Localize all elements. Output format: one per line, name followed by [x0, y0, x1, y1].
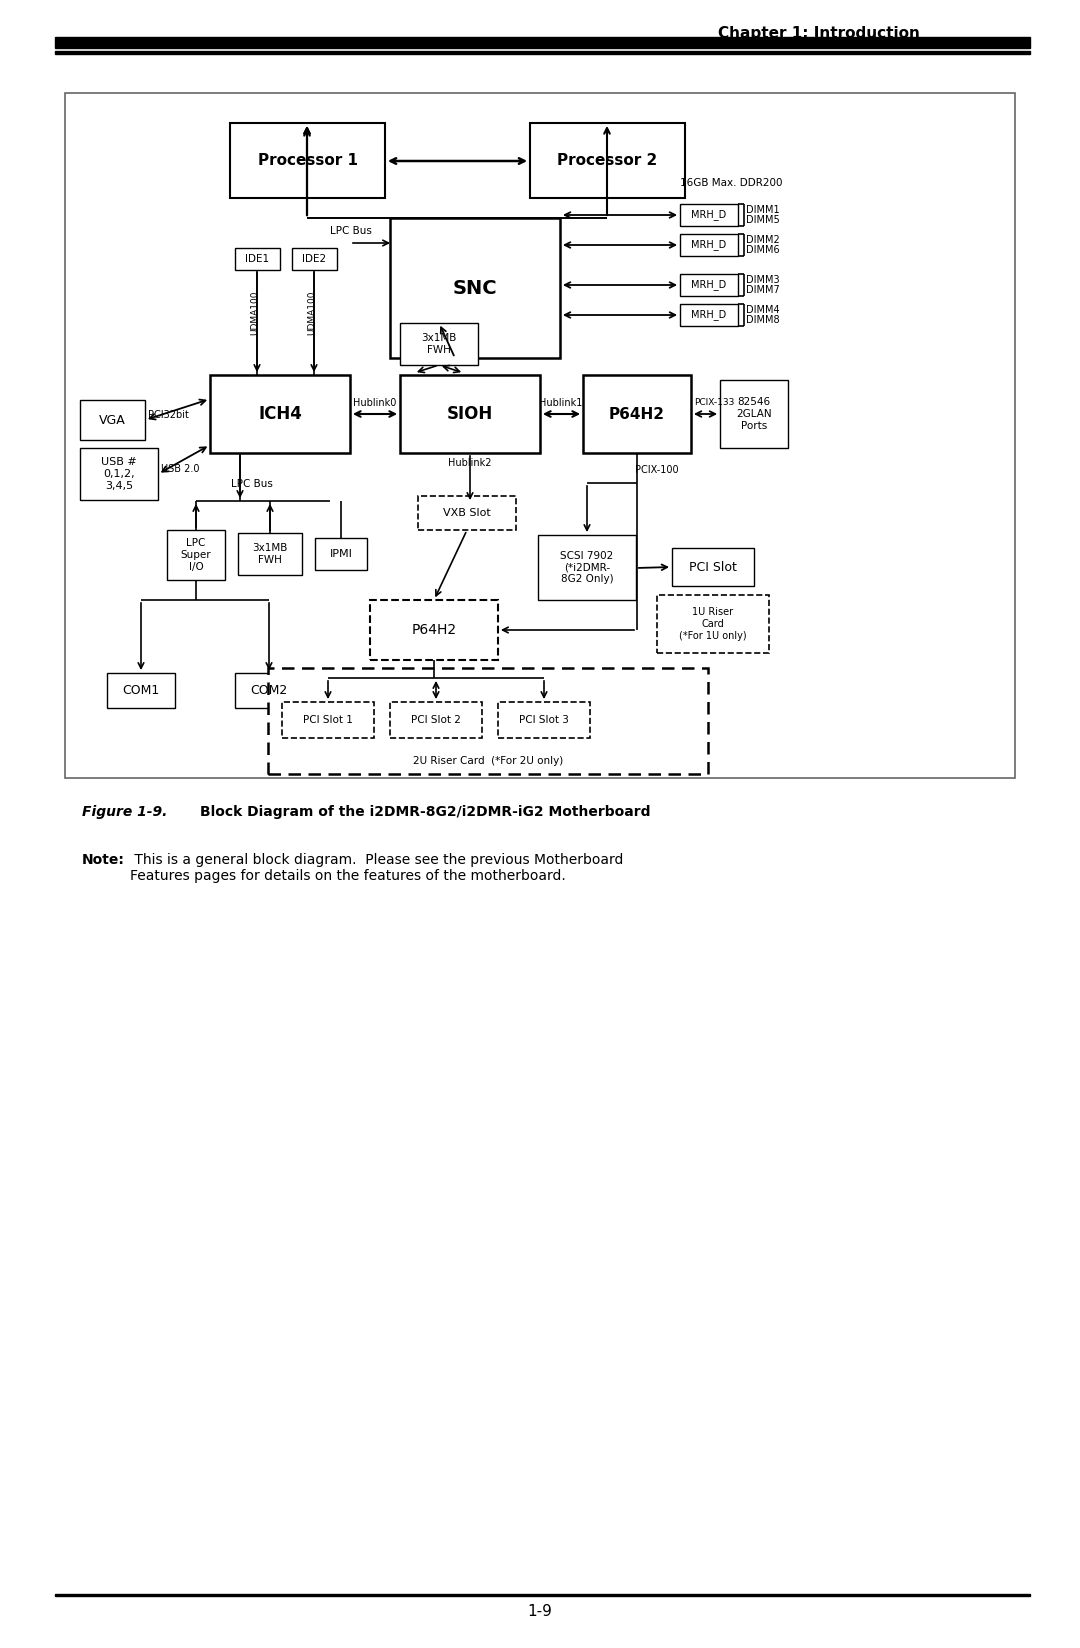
Text: PCI32bit: PCI32bit — [148, 410, 189, 420]
Text: 3x1MB
FWH: 3x1MB FWH — [253, 544, 287, 565]
Bar — [230, 124, 384, 198]
Bar — [235, 672, 303, 709]
Text: This is a general block diagram.  Please see the previous Motherboard
Features p: This is a general block diagram. Please … — [130, 854, 623, 883]
Text: IPMI: IPMI — [329, 549, 352, 559]
Bar — [235, 247, 280, 270]
Text: 3x1MB
FWH: 3x1MB FWH — [421, 333, 457, 354]
Text: DIMM7: DIMM7 — [746, 285, 780, 295]
Bar — [238, 532, 302, 575]
Bar — [680, 303, 738, 326]
Text: 16GB Max. DDR200: 16GB Max. DDR200 — [680, 178, 783, 188]
Bar — [292, 247, 337, 270]
Bar — [680, 234, 738, 255]
Text: IDE2: IDE2 — [302, 254, 326, 264]
Text: MRH_D: MRH_D — [691, 280, 727, 290]
Bar — [390, 702, 482, 738]
Bar — [672, 549, 754, 587]
Text: Hublink0: Hublink0 — [353, 399, 396, 409]
Text: PCI Slot 1: PCI Slot 1 — [303, 715, 353, 725]
Text: 1-9: 1-9 — [527, 1605, 553, 1620]
Text: DIMM8: DIMM8 — [746, 315, 780, 325]
Text: USB #
0,1,2,
3,4,5: USB # 0,1,2, 3,4,5 — [102, 458, 137, 491]
Bar — [400, 323, 478, 364]
Text: SNC: SNC — [453, 279, 497, 298]
Bar — [370, 600, 498, 659]
Bar — [55, 36, 1030, 48]
Text: PCI Slot 3: PCI Slot 3 — [519, 715, 569, 725]
Text: PCIX-100: PCIX-100 — [635, 465, 679, 475]
Bar — [657, 595, 769, 653]
Bar — [55, 1594, 1030, 1595]
Text: DIMM6: DIMM6 — [746, 246, 780, 255]
Text: ICH4: ICH4 — [258, 405, 302, 424]
Text: UDMA100: UDMA100 — [308, 290, 316, 335]
Text: SCSI 7902
(*i2DMR-
8G2 Only): SCSI 7902 (*i2DMR- 8G2 Only) — [561, 550, 613, 583]
Bar — [720, 381, 788, 448]
Text: Note:: Note: — [82, 854, 125, 867]
Bar — [680, 274, 738, 297]
Text: 2U Riser Card  (*For 2U only): 2U Riser Card (*For 2U only) — [413, 756, 563, 766]
Text: LPC Bus: LPC Bus — [330, 226, 372, 236]
Text: Figure 1-9.: Figure 1-9. — [82, 804, 167, 819]
Bar — [680, 204, 738, 226]
Bar — [538, 536, 636, 600]
Text: MRH_D: MRH_D — [691, 239, 727, 250]
Text: SIOH: SIOH — [447, 405, 494, 424]
Text: DIMM5: DIMM5 — [746, 214, 780, 224]
Text: COM1: COM1 — [122, 684, 160, 697]
Bar — [418, 496, 516, 531]
Text: USB 2.0: USB 2.0 — [161, 465, 200, 475]
Text: P64H2: P64H2 — [609, 407, 665, 422]
Text: Processor 1: Processor 1 — [257, 153, 357, 168]
Bar — [80, 448, 158, 499]
Text: DIMM3: DIMM3 — [746, 275, 780, 285]
Text: Hublink1: Hublink1 — [539, 399, 583, 409]
Text: P64H2: P64H2 — [411, 623, 457, 638]
Bar — [80, 400, 145, 440]
Text: MRH_D: MRH_D — [691, 209, 727, 221]
Text: VXB Slot: VXB Slot — [443, 508, 491, 517]
Bar — [282, 702, 374, 738]
Bar — [498, 702, 590, 738]
Text: MRH_D: MRH_D — [691, 310, 727, 320]
Bar — [268, 667, 708, 775]
Text: IDE1: IDE1 — [245, 254, 270, 264]
Bar — [530, 124, 685, 198]
Bar — [167, 531, 225, 580]
Text: LPC Bus: LPC Bus — [231, 480, 273, 489]
Text: UDMA100: UDMA100 — [251, 290, 259, 335]
Bar — [65, 92, 1015, 778]
Text: PCI Slot 2: PCI Slot 2 — [411, 715, 461, 725]
Bar — [400, 376, 540, 453]
Text: Processor 2: Processor 2 — [557, 153, 658, 168]
Text: LPC
Super
I/O: LPC Super I/O — [180, 539, 212, 572]
Text: DIMM1: DIMM1 — [746, 204, 780, 216]
Bar — [55, 51, 1030, 54]
Bar — [107, 672, 175, 709]
Text: DIMM4: DIMM4 — [746, 305, 780, 315]
Text: Hublink2: Hublink2 — [448, 458, 491, 468]
Text: DIMM2: DIMM2 — [746, 236, 780, 246]
Text: Block Diagram of the i2DMR-8G2/i2DMR-iG2 Motherboard: Block Diagram of the i2DMR-8G2/i2DMR-iG2… — [200, 804, 650, 819]
Bar — [583, 376, 691, 453]
Text: VGA: VGA — [99, 414, 126, 427]
Text: 1U Riser
Card
(*For 1U only): 1U Riser Card (*For 1U only) — [679, 608, 746, 641]
Text: Chapter 1: Introduction: Chapter 1: Introduction — [718, 26, 920, 41]
Text: PCIX-133: PCIX-133 — [694, 399, 734, 407]
Bar — [390, 218, 561, 358]
Text: COM2: COM2 — [251, 684, 287, 697]
Text: 82546
2GLAN
Ports: 82546 2GLAN Ports — [737, 397, 772, 430]
Bar — [315, 537, 367, 570]
Bar — [210, 376, 350, 453]
Text: PCI Slot: PCI Slot — [689, 560, 737, 574]
